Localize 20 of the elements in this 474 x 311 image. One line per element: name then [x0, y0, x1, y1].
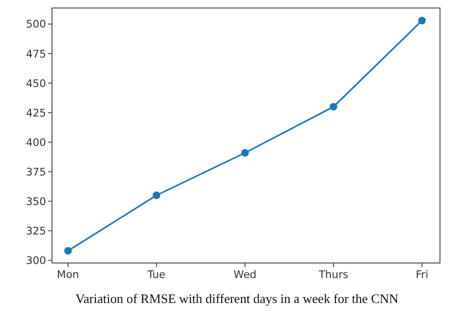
- y-tick-label: 500: [26, 18, 46, 31]
- y-tick-label: 450: [26, 78, 46, 90]
- point: [64, 247, 72, 255]
- point: [330, 102, 338, 111]
- x-tick-label: Thurs: [318, 269, 348, 281]
- x-tick-label: Wed: [234, 269, 256, 281]
- y-tick-label: 325: [26, 225, 46, 238]
- y-tick-label: 400: [26, 136, 46, 149]
- point: [418, 16, 426, 24]
- y-tick-label: 350: [26, 196, 46, 208]
- point: [241, 149, 249, 157]
- y-tick-label: 475: [26, 48, 46, 60]
- y-tick-label: 425: [26, 107, 46, 120]
- point: [152, 192, 160, 200]
- x-tick-label: Mon: [56, 269, 80, 281]
- y-tick-label: 375: [26, 166, 46, 178]
- x-tick-label: Tue: [146, 269, 166, 281]
- x-tick-label: Fri: [416, 269, 428, 281]
- y-tick-label: 300: [26, 254, 46, 267]
- text: Variation of RMSE with different days in a week for the CNN: [76, 291, 400, 306]
